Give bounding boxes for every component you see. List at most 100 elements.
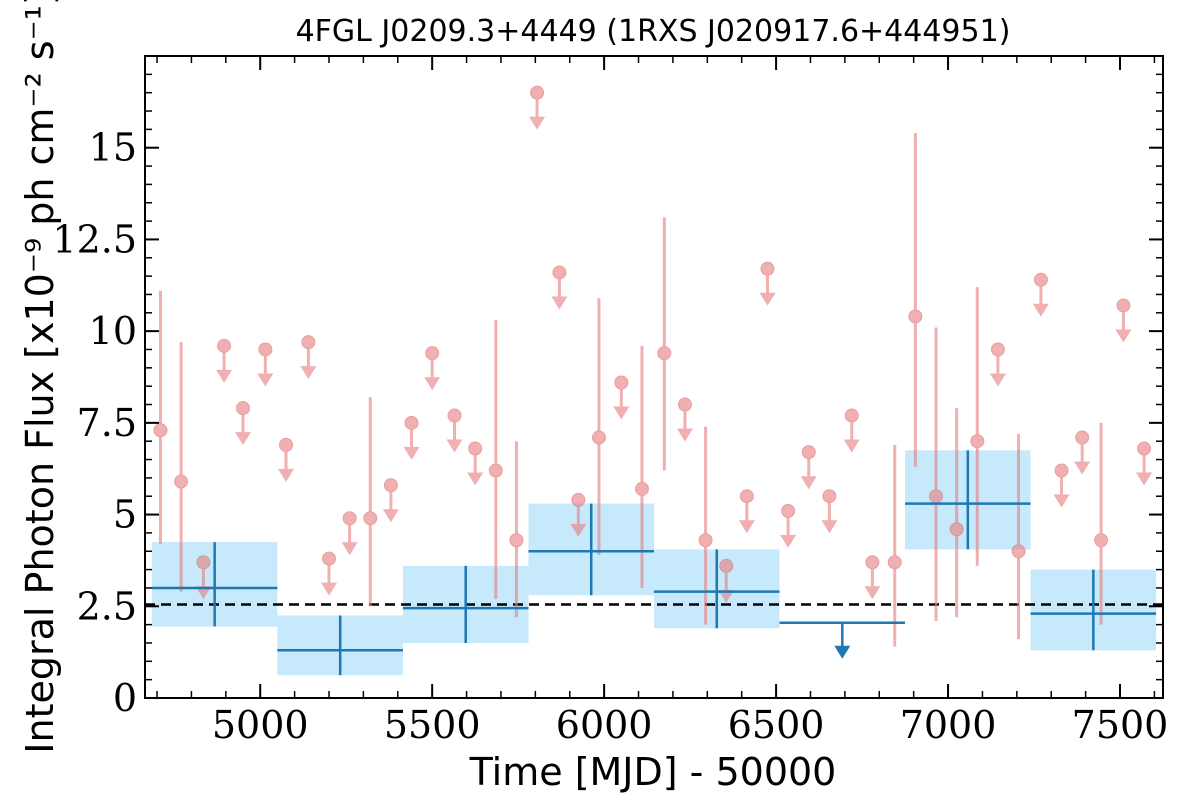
data-point-marker [844,408,859,423]
upper-limit-arrow [467,472,484,486]
short-bin-point-42 [1032,272,1049,317]
short-bin-point-43 [1053,463,1070,508]
x-tick-label: 6000 [556,703,653,747]
long-bin-marker-1 [277,615,403,676]
data-point-marker [1011,544,1026,559]
long-bin-marker-2 [402,565,529,643]
short-bin-point-17 [509,441,524,618]
upper-limit-arrow [676,428,693,442]
upper-limit-arrow [613,406,630,420]
upper-limit-arrow [843,439,860,453]
data-point-marker [236,401,251,416]
upper-limit-arrow [195,586,212,600]
short-bin-point-3 [216,338,233,383]
data-point-marker [468,441,483,456]
long-bin-marker-0 [151,542,278,627]
short-bin-point-5 [257,342,274,387]
data-point-marker [196,555,211,570]
y-tick-label: 5 [113,493,137,537]
data-point-marker [404,415,419,430]
data-point-marker [657,346,672,361]
upper-limit-arrow [821,520,838,534]
upper-limit-arrow [341,542,358,556]
upper-limit-arrow [551,296,568,310]
data-point-marker [552,265,567,280]
x-tick-label: 6500 [728,703,825,747]
upper-limit-arrow [570,523,587,537]
upper-limit-arrow [1074,461,1091,475]
y-axis-label: Integral Photon Flux [x10⁻⁹ ph cm⁻² s⁻¹] [18,0,62,754]
data-point-marker [153,423,168,438]
short-bin-point-16 [488,320,503,599]
x-tick-label: 7000 [900,703,997,747]
data-point-marker [1075,430,1090,445]
long-bin-marker-7 [1030,569,1157,651]
data-point-marker [591,430,606,445]
data-point-marker [1054,463,1069,478]
short-bin-point-40 [989,342,1006,387]
data-point-marker [739,489,754,504]
data-point-marker [174,474,189,489]
upper-limit-arrow [738,520,755,534]
upper-limit-arrow [759,292,776,306]
data-point-marker [990,342,1005,357]
short-bin-point-38 [949,408,964,618]
plot-frame [144,55,1164,699]
upper-limit-arrow [382,509,399,523]
short-bin-point-21 [591,298,606,555]
short-bin-point-31 [800,445,817,490]
short-bin-point-39 [970,287,985,566]
long-bin-marker-3 [528,503,654,596]
data-point-marker [279,437,294,452]
short-bin-point-36 [908,133,923,467]
data-point-marker [1033,272,1048,287]
data-point-marker [363,511,378,526]
upper-limit-arrow [257,373,274,387]
data-point-marker [970,434,985,449]
long-bin-marker-5 [779,621,906,659]
short-bin-point-12 [403,415,420,460]
upper-limit-arrow [1032,303,1049,317]
short-bin-point-23 [634,345,649,588]
upper-limit-arrow [446,439,463,453]
data-point-marker [383,478,398,493]
data-point-marker [217,338,232,353]
data-point-marker [425,346,440,361]
data-point-marker [949,522,964,537]
y-tick-label: 12.5 [52,217,137,261]
short-bin-point-35 [887,444,902,647]
data-point-marker [908,309,923,324]
long-bin-marker-6 [905,450,1031,550]
data-point-marker [865,555,880,570]
upper-limit-arrow [424,377,441,391]
data-point-marker [342,511,357,526]
data-point-marker [1137,441,1152,456]
data-point-marker [781,503,796,518]
data-point-marker [488,463,503,478]
short-bin-point-6 [278,437,295,482]
short-bin-point-2 [195,555,212,600]
data-point-marker [321,551,336,566]
x-tick-label: 7500 [1072,703,1169,747]
x-tick-label: 5500 [384,703,481,747]
upper-limit-arrow [529,116,546,130]
data-point-marker [301,335,316,350]
y-tick-label: 7.5 [77,401,137,445]
upper-limit-arrow [780,534,797,548]
data-point-marker [530,85,545,100]
short-bin-point-19 [551,265,568,310]
short-bin-point-34 [864,555,881,600]
data-point-marker [509,533,524,548]
short-bin-point-24 [657,217,672,471]
upper-limit-arrow [300,366,317,380]
data-point-marker [887,555,902,570]
data-point-marker [929,489,944,504]
short-bin-point-33 [843,408,860,453]
short-bin-point-41 [1011,433,1026,640]
data-point-marker [571,492,586,507]
short-bin-point-8 [320,551,337,596]
x-axis-label: Time [MJD] - 50000 [469,750,837,794]
data-point-marker [1116,298,1131,313]
short-bin-point-45 [1094,422,1109,625]
